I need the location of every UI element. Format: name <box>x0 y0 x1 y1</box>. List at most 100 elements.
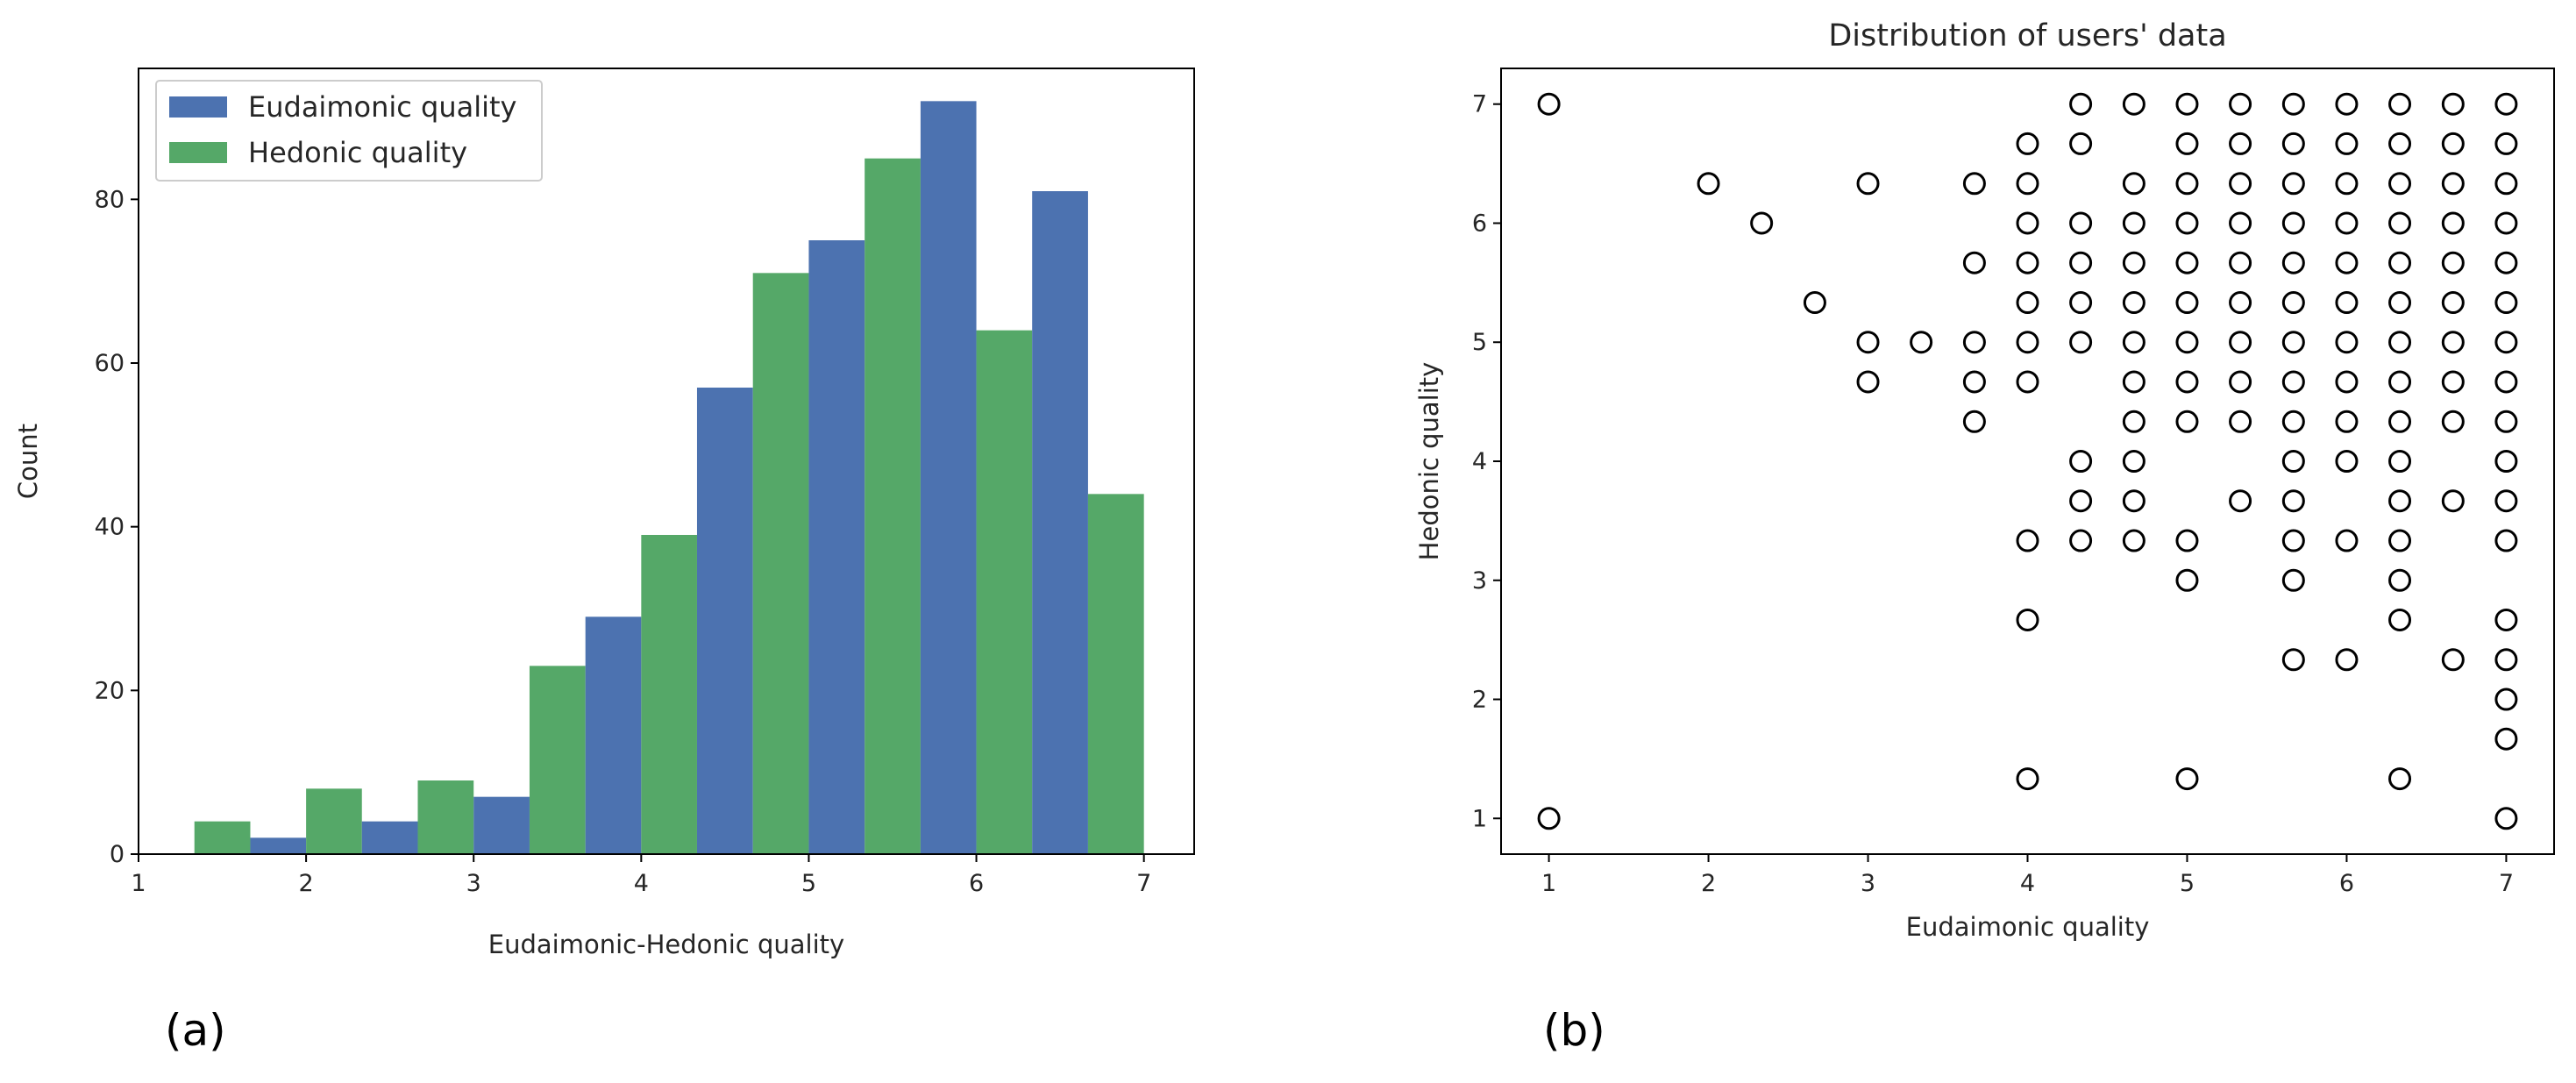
scatter-point <box>2069 331 2093 354</box>
y-tick-label: 40 <box>95 514 125 541</box>
scatter-point <box>2122 92 2145 116</box>
scatter-point <box>2175 291 2199 315</box>
scatter-point <box>2281 410 2305 433</box>
scatter-point <box>2494 291 2518 315</box>
scatter-point <box>2494 450 2518 473</box>
y-tick-label: 0 <box>110 841 125 868</box>
scatter-point <box>2441 489 2465 513</box>
x-tick-label: 3 <box>1861 870 1875 897</box>
scatter-point <box>2122 331 2145 354</box>
scatter-point <box>2122 529 2145 552</box>
scatter-point <box>2494 132 2518 155</box>
scatter-point <box>2441 648 2465 672</box>
scatter-point <box>2229 331 2252 354</box>
scatter-point <box>2175 251 2199 274</box>
scatter-point <box>2016 608 2039 631</box>
y-tick-label: 4 <box>1472 448 1487 475</box>
scatter-point <box>2281 211 2305 235</box>
scatter-point <box>2016 331 2039 354</box>
scatter-point <box>2069 211 2093 235</box>
scatter-point <box>1803 291 1826 315</box>
scatter-point <box>2494 370 2518 394</box>
scatter-point <box>2388 489 2412 513</box>
x-tick-label: 3 <box>466 870 481 897</box>
scatter-y-ticks: 1 2 3 4 5 6 7 <box>1472 91 1501 832</box>
bar-hedonic-bin-9 <box>1087 494 1144 854</box>
scatter-point <box>2016 251 2039 274</box>
y-tick-label: 2 <box>1472 687 1487 714</box>
histogram-legend: Eudaimonic quality Hedonic quality <box>155 80 543 182</box>
scatter-point <box>2175 568 2199 592</box>
scatter-point <box>2494 251 2518 274</box>
scatter-point <box>2335 132 2359 155</box>
scatter-point <box>1962 172 1986 196</box>
scatter-point <box>2122 211 2145 235</box>
scatter-point <box>2281 331 2305 354</box>
y-tick-label: 20 <box>95 677 125 704</box>
histogram-x-ticks: 1 2 3 4 5 6 7 <box>131 854 1151 897</box>
scatter-x-ticks: 1 2 3 4 5 6 7 <box>1541 854 2514 897</box>
scatter-point <box>2175 331 2199 354</box>
scatter-point <box>2229 370 2252 394</box>
legend-frame <box>155 80 543 182</box>
scatter-point <box>2175 211 2199 235</box>
scatter-point <box>1962 331 1986 354</box>
scatter-point <box>2441 211 2465 235</box>
y-tick-label: 5 <box>1472 329 1487 356</box>
scatter-point <box>2016 291 2039 315</box>
histogram-chart: 1 2 3 4 5 6 7 0 20 40 60 80 Eudaimonic-Hedonic qua… <box>13 68 1195 1056</box>
scatter-point <box>1856 370 1880 394</box>
bar-hedonic-bin-1 <box>194 821 251 854</box>
scatter-point <box>2175 410 2199 433</box>
scatter-point <box>2281 172 2305 196</box>
scatter-point <box>2335 172 2359 196</box>
scatter-points <box>1537 92 2518 830</box>
histogram-y-ticks: 0 20 40 60 80 <box>95 186 139 868</box>
scatter-chart: Distribution of users' data 1 2 3 4 5 6 7 1 2 3 4… <box>1414 18 2555 1056</box>
scatter-point <box>2281 529 2305 552</box>
scatter-point <box>2122 251 2145 274</box>
y-tick-label: 1 <box>1472 805 1487 832</box>
bar-hedonic-bin-5 <box>641 535 697 854</box>
scatter-point <box>2388 172 2412 196</box>
legend-swatch-eudaimonic <box>169 96 227 118</box>
bar-eudaimonic-bin-8 <box>920 101 977 855</box>
scatter-point <box>2281 450 2305 473</box>
x-tick-label: 5 <box>2180 870 2195 897</box>
scatter-point <box>1962 251 1986 274</box>
scatter-point <box>2229 291 2252 315</box>
scatter-point <box>2175 370 2199 394</box>
scatter-x-axis-label: Eudaimonic quality <box>1906 912 2150 942</box>
scatter-point <box>2229 92 2252 116</box>
scatter-point <box>1537 807 1561 830</box>
bar-eudaimonic-bin-4 <box>473 796 530 854</box>
scatter-point <box>2122 489 2145 513</box>
x-tick-label: 1 <box>1541 870 1556 897</box>
scatter-point <box>2388 608 2412 631</box>
scatter-point <box>2229 132 2252 155</box>
scatter-point <box>2335 211 2359 235</box>
bar-eudaimonic-bin-3 <box>361 821 418 854</box>
scatter-point <box>2281 251 2305 274</box>
x-tick-label: 2 <box>299 870 314 897</box>
scatter-point <box>2229 172 2252 196</box>
x-tick-label: 4 <box>634 870 649 897</box>
scatter-point <box>2494 807 2518 830</box>
bar-eudaimonic-bin-6 <box>696 388 753 854</box>
y-tick-label: 60 <box>95 350 125 377</box>
scatter-point <box>2388 132 2412 155</box>
scatter-point <box>2441 172 2465 196</box>
x-tick-label: 6 <box>2339 870 2354 897</box>
bar-hedonic-bin-3 <box>417 780 474 854</box>
scatter-point <box>2281 489 2305 513</box>
legend-label-eudaimonic: Eudaimonic quality <box>248 90 516 124</box>
scatter-point <box>2229 489 2252 513</box>
scatter-point <box>2388 568 2412 592</box>
scatter-point <box>2069 450 2093 473</box>
scatter-point <box>2388 450 2412 473</box>
scatter-point <box>2441 132 2465 155</box>
scatter-point <box>2335 331 2359 354</box>
scatter-point <box>2122 370 2145 394</box>
scatter-point <box>1750 211 1774 235</box>
scatter-point <box>1856 172 1880 196</box>
